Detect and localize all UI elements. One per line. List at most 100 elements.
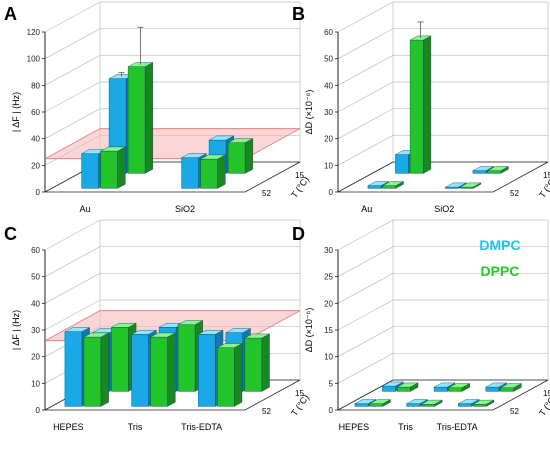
gridline-side [44,108,101,139]
category-label: Au [361,204,372,214]
y-tick-label: 50 [31,273,40,282]
bar-front [448,387,463,392]
bar-side [234,343,243,407]
bar-front [217,347,235,407]
y-tick-label: 60 [31,246,40,255]
gridline-side [44,1,101,33]
bar-front [409,39,424,174]
bar-dppc [472,399,495,407]
y-tick-label: 40 [31,299,40,308]
bar-top [472,166,494,171]
bar-side [261,333,270,392]
y-tick-label: 20 [31,161,40,170]
y-tick-label: 0 [329,188,334,197]
y-tick-label: 5 [329,379,334,388]
bar-top [458,399,480,404]
y-tick-label: 0 [329,406,334,415]
bar-dppc [487,166,509,174]
bar-top [448,383,470,388]
bar-top [111,323,137,328]
bar-top [397,382,419,388]
gridline-side [337,273,394,304]
bar-front [382,185,396,189]
bar-dppc [127,26,154,174]
panel-A: A 0 20 40 60 80 100 120 | ΔF | (Hz) Au SiO2 15 52 T (… [4,1,311,214]
bar-dppc [369,399,391,407]
y-tick-label: 40 [31,135,40,144]
bar-front [472,170,487,174]
y-tick-label: 10 [324,353,333,362]
bar-front [421,404,435,407]
bar-front [485,386,500,392]
panel-C: C 0 10 20 30 40 50 60 | ΔF | (Hz) HEPES Tris Tris-E… [4,219,311,432]
gridline-side [44,299,101,331]
bar-front [395,154,409,174]
z-axis-label: T (°C) [289,175,311,200]
y-tick-label: 120 [27,28,41,37]
panel-letter: C [4,224,17,244]
bar-front [369,403,383,407]
gridline-side [44,219,101,251]
bar-dppc [382,181,404,189]
panel-letter: D [292,224,305,244]
y-tick-label: 60 [324,28,333,37]
bar-top [382,381,404,387]
y-tick-label: 80 [31,81,40,90]
bar-side [117,146,126,189]
y-tick-label: 20 [31,353,40,362]
category-label: Tris [398,422,413,432]
category-label: HEPES [339,422,370,432]
bar-front [150,336,168,407]
bar-side [100,332,109,407]
bar-dppc [150,332,176,407]
gridline-side [337,353,394,384]
y-tick-label: 20 [324,135,333,144]
gridline-side [337,135,394,166]
category-label: Au [79,204,90,214]
bar-dmpc [485,382,507,392]
gridline-side [337,55,394,86]
bar-top [64,327,90,332]
bar-top [150,332,176,338]
gridline-side [337,1,394,33]
gridline-side [337,299,394,331]
bar-front [500,387,514,392]
panel-letter: A [4,4,17,24]
bar-dppc [500,383,522,392]
y-axis-label: ΔD (×10⁻⁶) [304,90,314,135]
bar-top [460,182,481,188]
bar-front [367,185,382,189]
bar-dppc [448,383,470,392]
bar-dppc [421,399,443,407]
bar-top [100,146,126,152]
y-tick-label: 15 [324,326,333,335]
bar-top [354,399,376,404]
bar-top [228,138,253,143]
bar-top [421,399,443,405]
bar-top [367,181,389,186]
y-tick-label: 0 [36,188,41,197]
z-tick-label: 15 [543,389,550,398]
category-label: SiO2 [175,204,195,214]
gridline-side [44,55,101,86]
bar-top [445,182,467,188]
bar-front [181,157,199,189]
bar-dppc [397,382,419,392]
bar-front [127,66,146,174]
bar-top [244,333,270,339]
panel-letter: B [292,4,305,24]
bar-front [227,142,246,174]
gridline-side [337,219,394,251]
bar-dppc [227,138,254,174]
bar-top [217,343,243,348]
y-axis-label: | ΔF | (Hz) [11,310,21,350]
y-tick-label: 10 [324,161,333,170]
bar-top [485,382,507,388]
bar-front [354,403,369,407]
bar-front [487,170,501,174]
bar-top [487,166,509,171]
bar-top [434,382,456,388]
bar-front [81,153,99,189]
gridline-side [337,326,394,357]
bar-front [111,327,129,392]
